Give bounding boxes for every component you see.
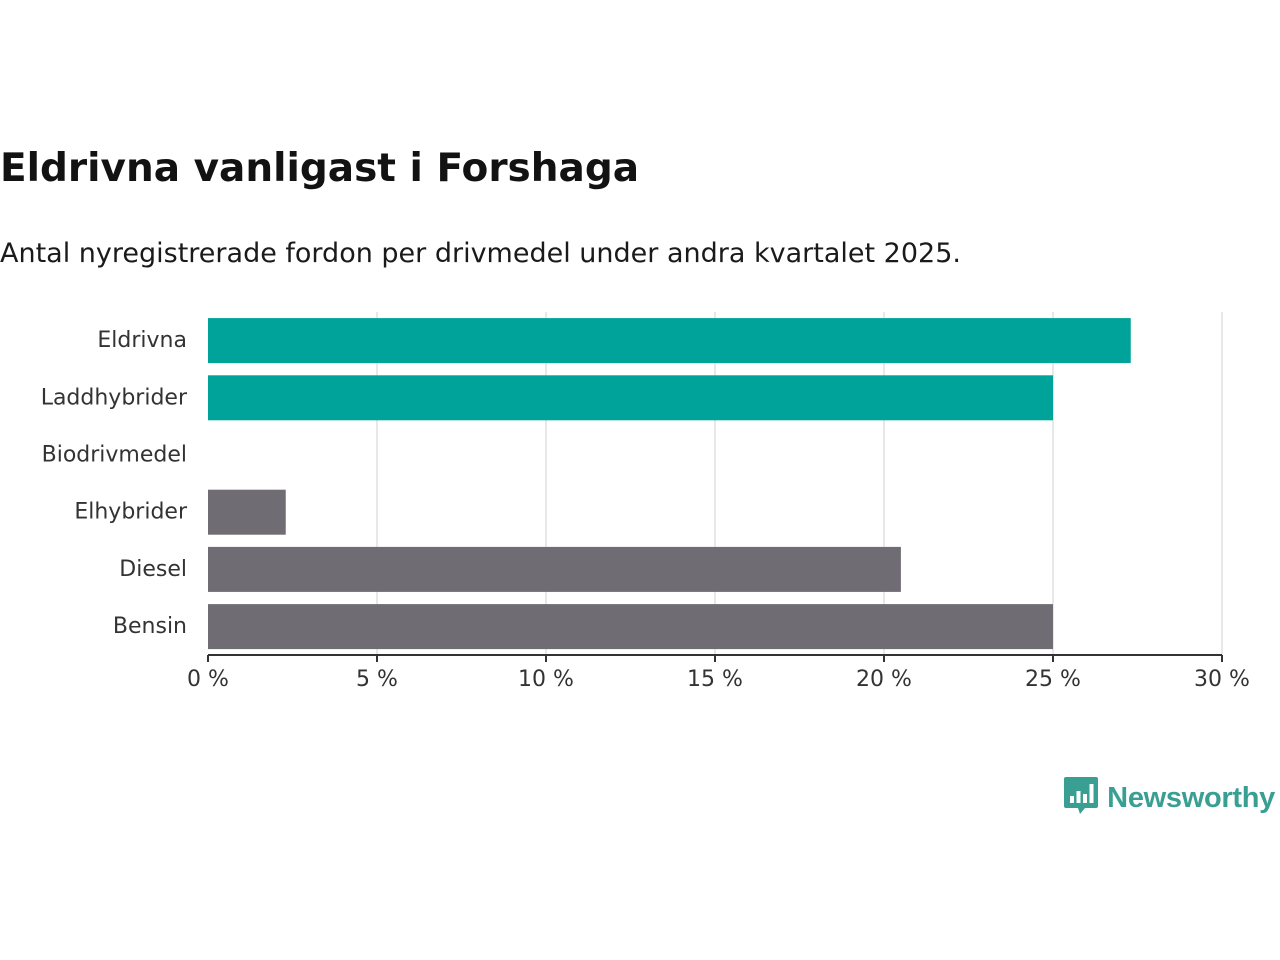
- bar-diesel: [208, 546, 901, 592]
- chart-subtitle: Antal nyregistrerade fordon per drivmede…: [0, 238, 961, 269]
- x-tick-label: 20 %: [856, 667, 912, 692]
- x-tick-label: 15 %: [687, 667, 743, 692]
- x-tick-label: 10 %: [518, 667, 574, 692]
- x-tick-label: 0 %: [187, 667, 229, 692]
- bar-chart: Eldrivna Laddhybrider Biodrivmedel Elhybrid…: [41, 312, 1250, 692]
- newsworthy-logo-icon: [1063, 776, 1099, 820]
- bar-bensin: [208, 604, 1053, 650]
- category-label: Biodrivmedel: [42, 443, 187, 468]
- brand-name: Newsworthy: [1107, 781, 1275, 814]
- x-tick-label: 25 %: [1025, 667, 1081, 692]
- brand-logo: Newsworthy: [1063, 776, 1275, 820]
- chart-title: Eldrivna vanligast i Forshaga: [0, 146, 640, 191]
- category-label: Elhybrider: [74, 500, 188, 525]
- x-tick-label: 30 %: [1194, 667, 1250, 692]
- bar-elhybrider: [208, 489, 286, 535]
- category-label: Bensin: [113, 614, 187, 639]
- bar-eldrivna: [208, 318, 1131, 364]
- x-tick-label: 5 %: [356, 667, 398, 692]
- category-label: Laddhybrider: [41, 385, 188, 410]
- category-label: Diesel: [119, 557, 187, 582]
- category-label: Eldrivna: [97, 328, 187, 353]
- bar-laddhybrider: [208, 375, 1053, 421]
